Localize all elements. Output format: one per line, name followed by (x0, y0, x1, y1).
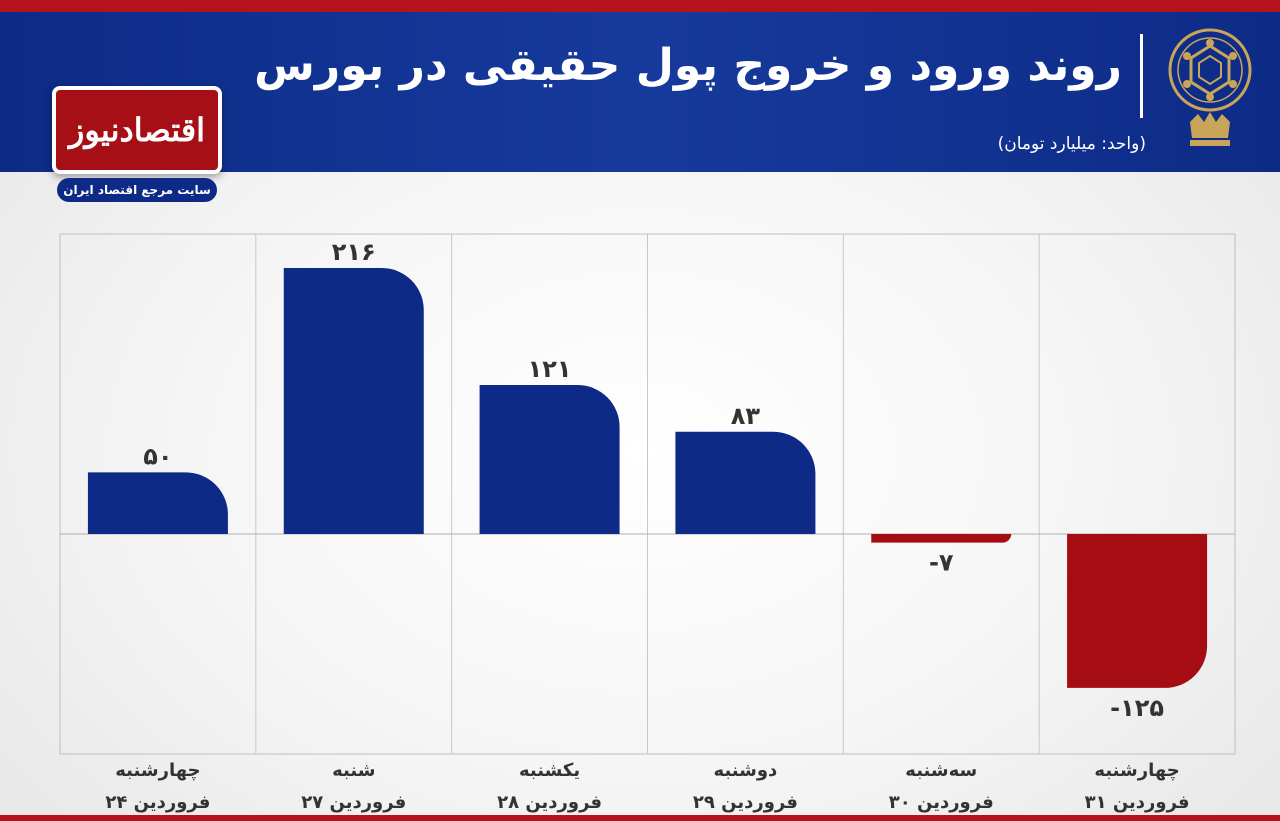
chart-bar (675, 431, 816, 534)
chart-bar (871, 534, 1012, 543)
bar-value-label: ۵۰ (143, 442, 172, 470)
page-title: روند ورود و خروج پول حقیقی در بورس (254, 40, 1122, 91)
category-day-label: چهارشنبه (115, 760, 200, 781)
title-divider (1140, 34, 1143, 118)
bar-value-label: -۱۲۵ (1110, 694, 1164, 722)
chart-bar (479, 384, 620, 534)
category-date-label: ۲۹ فروردین (693, 792, 798, 813)
chart-bar (283, 268, 424, 534)
bar-value-label: ۸۳ (731, 402, 761, 430)
chart-bar (87, 472, 228, 534)
category-date-label: ۲۴ فروردین (105, 792, 210, 813)
category-date-label: ۳۰ فروردین (889, 792, 994, 813)
chart-bar (1067, 534, 1208, 688)
category-date-label: ۲۸ فروردین (497, 792, 602, 813)
category-date-label: ۲۷ فروردین (301, 792, 406, 813)
brand-logo: اقتصادنیوز (52, 86, 222, 174)
bar-value-label: -۷ (929, 549, 954, 577)
category-day-label: یکشنبه (519, 760, 580, 781)
top-accent-stripe (0, 0, 1280, 12)
brand-tagline: سایت مرجع اقتصاد ایران (57, 178, 217, 202)
bar-value-label: ۱۲۱ (528, 355, 572, 383)
unit-label: (واحد: میلیارد تومان) (997, 134, 1146, 154)
category-day-label: چهارشنبه (1094, 760, 1179, 781)
category-day-label: دوشنبه (714, 760, 778, 781)
bottom-accent-stripe (0, 815, 1280, 821)
brand-name: اقتصادنیوز (68, 111, 206, 149)
bar-value-label: ۲۱۶ (332, 238, 376, 266)
stock-exchange-emblem-icon (1168, 28, 1252, 146)
category-day-label: سه‌شنبه (905, 760, 977, 781)
category-day-label: شنبه (332, 760, 375, 781)
category-date-label: ۳۱ فروردین (1085, 792, 1190, 813)
